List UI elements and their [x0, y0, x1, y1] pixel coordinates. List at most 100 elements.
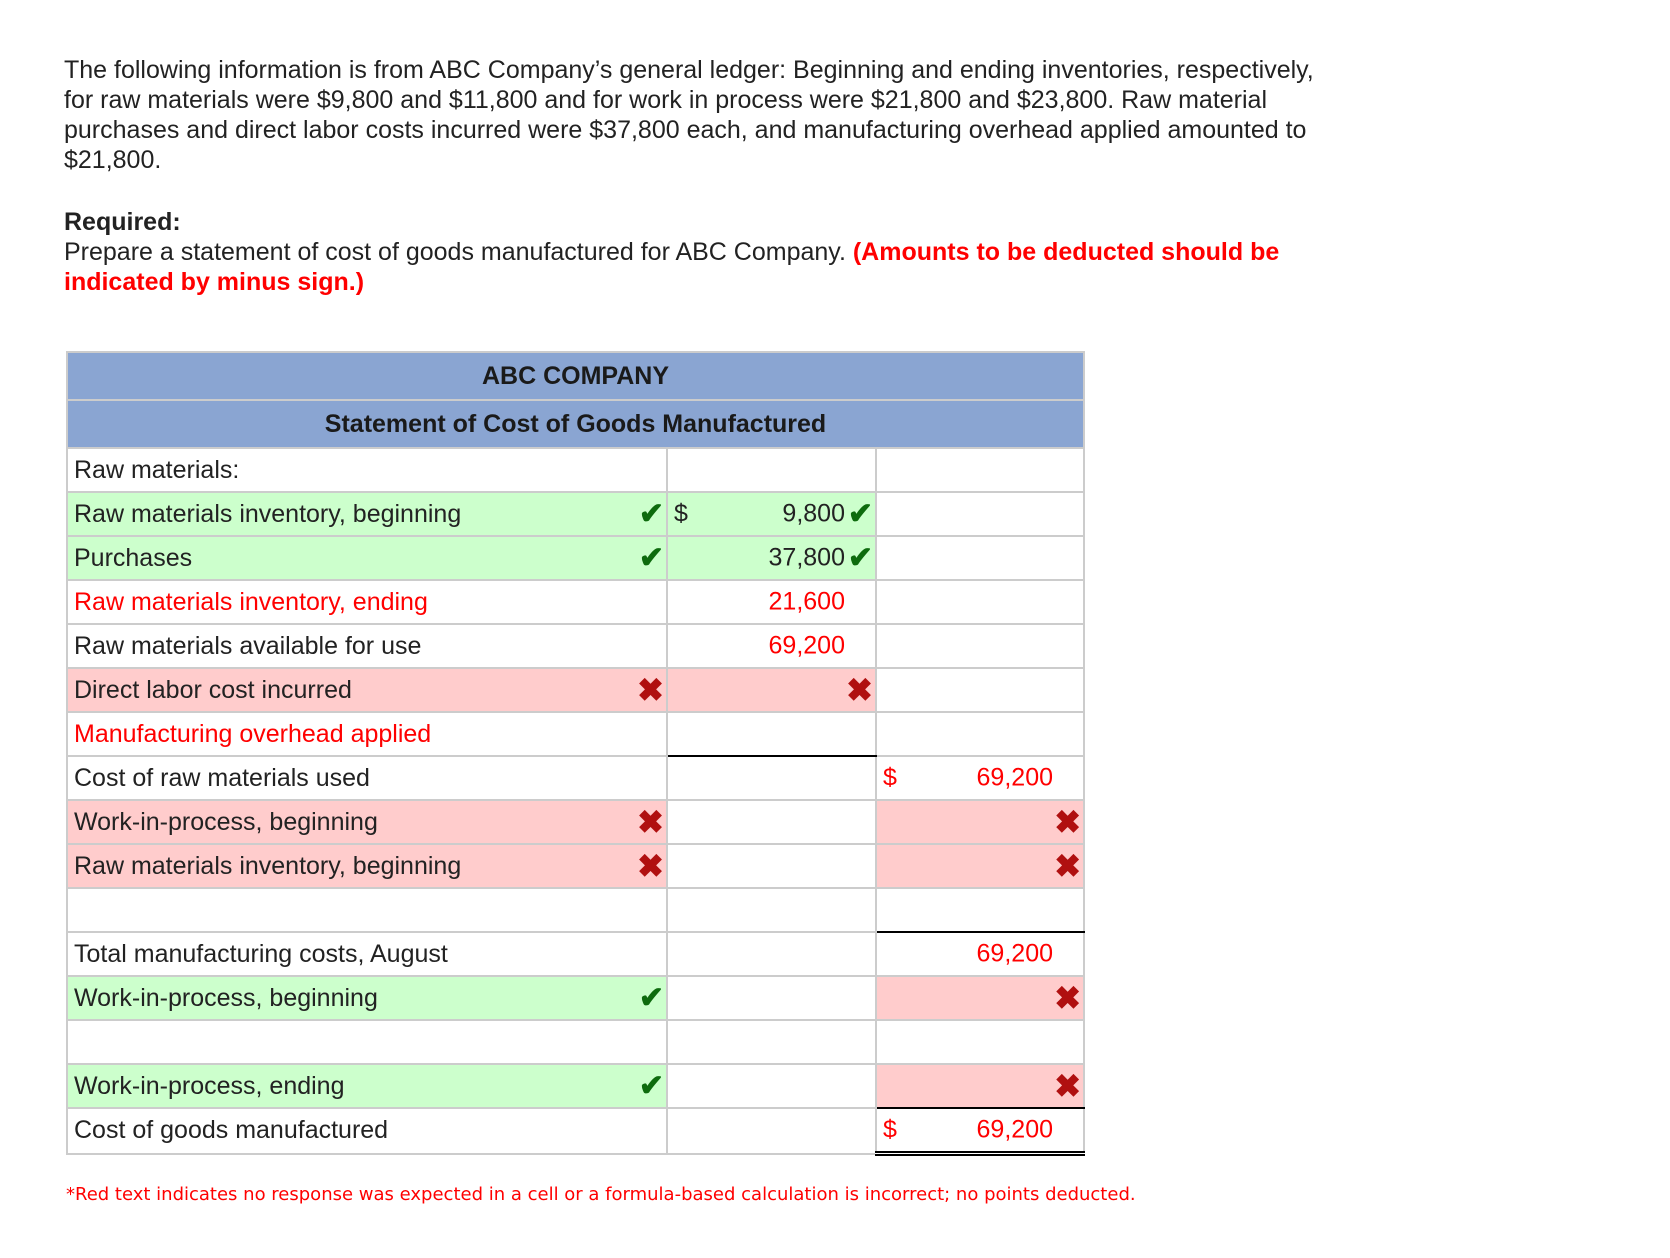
row-label: Raw materials inventory, beginning — [74, 499, 462, 528]
required-heading: Required: — [64, 208, 181, 236]
x-icon: ✖ — [637, 848, 664, 884]
row-label: Work-in-process, beginning — [74, 983, 378, 1012]
total-input-cell[interactable]: ✖ — [874, 843, 1086, 889]
row-label-cell[interactable]: Work-in-process, ending ✔ — [66, 1063, 668, 1109]
amount-input-cell[interactable] — [665, 975, 877, 1021]
row-label: Total manufacturing costs, August — [74, 939, 448, 968]
row-label-cell[interactable] — [66, 1019, 668, 1065]
amount-value: 21,600 — [768, 587, 845, 616]
row-label: Cost of raw materials used — [74, 763, 370, 792]
amount-input-cell[interactable] — [665, 1063, 877, 1109]
table-row: Work-in-process, ending ✔ ✖ — [66, 1063, 1086, 1109]
table-row: Total manufacturing costs, August 69,200 — [66, 931, 1086, 977]
table-row: Work-in-process, beginning ✔ ✖ — [66, 975, 1086, 1021]
check-icon: ✔ — [847, 541, 873, 575]
row-label-cell[interactable]: Direct labor cost incurred ✖ — [66, 667, 668, 713]
total-input-cell[interactable] — [874, 1019, 1086, 1065]
row-label: Work-in-process, beginning — [74, 807, 378, 836]
check-icon: ✔ — [847, 497, 873, 531]
amount-input-cell[interactable]: 21,600 — [665, 579, 877, 625]
amount-input-cell[interactable] — [665, 799, 877, 845]
table-row: Manufacturing overhead applied — [66, 711, 1086, 757]
footnote: *Red text indicates no response was expe… — [66, 1184, 1136, 1205]
amount-value: 69,200 — [768, 631, 845, 660]
table-row: Cost of goods manufactured $69,200 — [66, 1107, 1086, 1156]
x-icon: ✖ — [1054, 1068, 1081, 1104]
total-input-cell[interactable] — [874, 711, 1086, 757]
total-input-cell[interactable]: $69,200 — [874, 755, 1086, 801]
amount-value: 37,800 — [768, 543, 845, 572]
amount-input-cell[interactable] — [665, 887, 877, 933]
row-label: Cost of goods manufactured — [74, 1116, 389, 1145]
row-label-cell[interactable]: Total manufacturing costs, August — [66, 931, 668, 977]
required-text: Prepare a statement of cost of goods man… — [64, 238, 846, 266]
row-label-cell[interactable]: Raw materials inventory, beginning ✔ — [66, 491, 668, 537]
amount-input-cell[interactable]: 69,200 — [665, 623, 877, 669]
check-icon: ✔ — [638, 981, 664, 1015]
problem-description: The following information is from ABC Co… — [64, 56, 1314, 174]
row-label-cell[interactable]: Manufacturing overhead applied — [66, 711, 668, 757]
x-icon: ✖ — [1054, 804, 1081, 840]
company-name: ABC COMPANY — [66, 351, 1085, 401]
row-label: Direct labor cost incurred — [74, 675, 352, 704]
amount-input-cell[interactable]: ✖ — [665, 667, 877, 713]
amount-input-cell[interactable] — [665, 843, 877, 889]
row-label-cell[interactable]: Raw materials available for use — [66, 623, 668, 669]
row-label: Raw materials inventory, ending — [74, 587, 428, 616]
row-label: Purchases — [74, 543, 193, 572]
required-note: (Amounts to be deducted should be indica… — [64, 238, 1280, 296]
total-input-cell[interactable]: ✖ — [874, 799, 1086, 845]
amount-input-cell[interactable] — [665, 1019, 877, 1065]
row-label-cell[interactable]: Work-in-process, beginning ✔ — [66, 975, 668, 1021]
total-input-cell[interactable] — [874, 623, 1086, 669]
row-label-cell[interactable]: Raw materials inventory, ending — [66, 579, 668, 625]
table-row: Raw materials inventory, beginning ✖ ✖ — [66, 843, 1086, 889]
total-input-cell[interactable] — [874, 667, 1086, 713]
total-input-cell[interactable]: $69,200 — [874, 1107, 1086, 1156]
amount-value: 69,200 — [976, 939, 1053, 968]
amount-input-cell[interactable]: $9,800 ✔ — [665, 491, 877, 537]
x-icon: ✖ — [637, 804, 664, 840]
x-icon: ✖ — [1054, 848, 1081, 884]
row-label-cell[interactable]: Cost of raw materials used — [66, 755, 668, 801]
row-label: Work-in-process, ending — [74, 1071, 345, 1100]
row-label-cell[interactable]: Work-in-process, beginning ✖ — [66, 799, 668, 845]
row-label: Manufacturing overhead applied — [74, 719, 432, 748]
table-row: Direct labor cost incurred ✖ ✖ — [66, 667, 1086, 713]
row-label-cell[interactable]: Raw materials inventory, beginning ✖ — [66, 843, 668, 889]
amount-input-cell[interactable] — [665, 711, 877, 757]
row-label-cell[interactable]: Purchases ✔ — [66, 535, 668, 581]
total-input-cell[interactable]: 69,200 — [874, 931, 1086, 977]
amount-input-cell[interactable] — [665, 447, 877, 493]
total-input-cell[interactable] — [874, 887, 1086, 933]
table-row — [66, 887, 1086, 933]
check-icon: ✔ — [638, 1069, 664, 1103]
statement-title: Statement of Cost of Goods Manufactured — [66, 399, 1085, 449]
total-input-cell[interactable]: ✖ — [874, 975, 1086, 1021]
x-icon: ✖ — [846, 672, 873, 708]
table-row: Purchases ✔ 37,800 ✔ — [66, 535, 1086, 581]
x-icon: ✖ — [1054, 980, 1081, 1016]
total-input-cell[interactable] — [874, 579, 1086, 625]
total-input-cell[interactable]: ✖ — [874, 1063, 1086, 1109]
x-icon: ✖ — [637, 672, 664, 708]
row-label-cell[interactable]: Cost of goods manufactured — [66, 1107, 668, 1155]
table-row: Raw materials inventory, ending 21,600 — [66, 579, 1086, 625]
check-icon: ✔ — [638, 541, 664, 575]
row-label-cell[interactable] — [66, 887, 668, 933]
total-input-cell[interactable] — [874, 447, 1086, 493]
amount-input-cell[interactable] — [665, 931, 877, 977]
total-input-cell[interactable] — [874, 491, 1086, 537]
row-label: Raw materials available for use — [74, 631, 422, 660]
required-section: Required: Prepare a statement of cost of… — [64, 207, 1334, 297]
dollar-sign: $ — [673, 499, 688, 528]
table-row: Cost of raw materials used $69,200 — [66, 755, 1086, 801]
amount-input-cell[interactable] — [665, 755, 877, 801]
amount-input-cell[interactable]: 37,800 ✔ — [665, 535, 877, 581]
table-row: Raw materials: — [66, 447, 1086, 493]
total-input-cell[interactable] — [874, 535, 1086, 581]
amount-input-cell[interactable] — [665, 1107, 877, 1155]
amount-value: 69,200 — [976, 763, 1053, 792]
row-label-cell[interactable]: Raw materials: — [66, 447, 668, 493]
table-row: Raw materials inventory, beginning ✔ $9,80… — [66, 491, 1086, 537]
